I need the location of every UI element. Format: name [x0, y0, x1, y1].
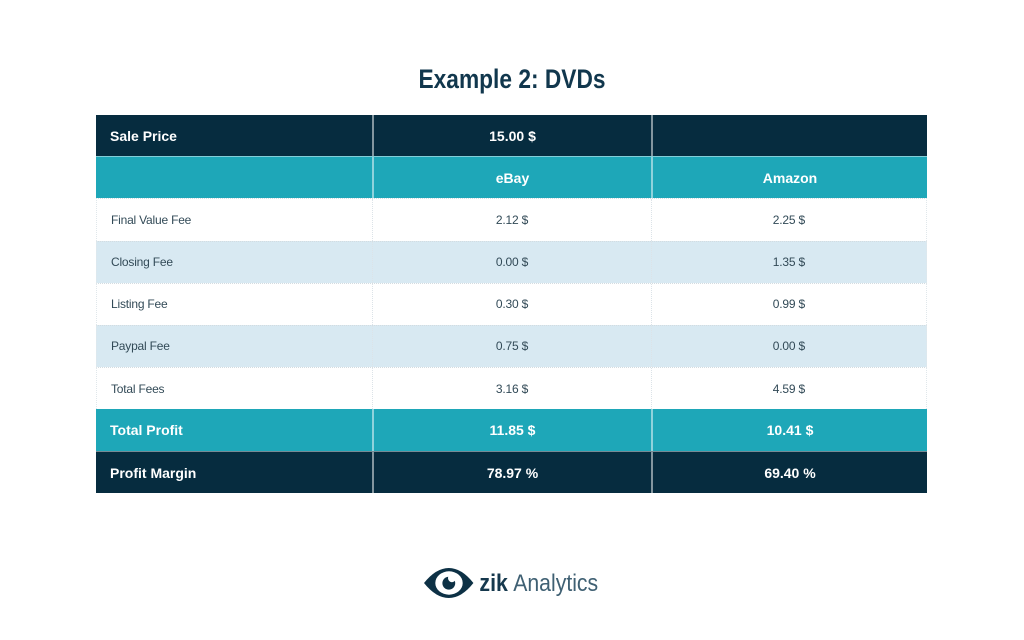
svg-text:zik: zik: [479, 569, 508, 596]
svg-text:Analytics: Analytics: [513, 569, 598, 597]
